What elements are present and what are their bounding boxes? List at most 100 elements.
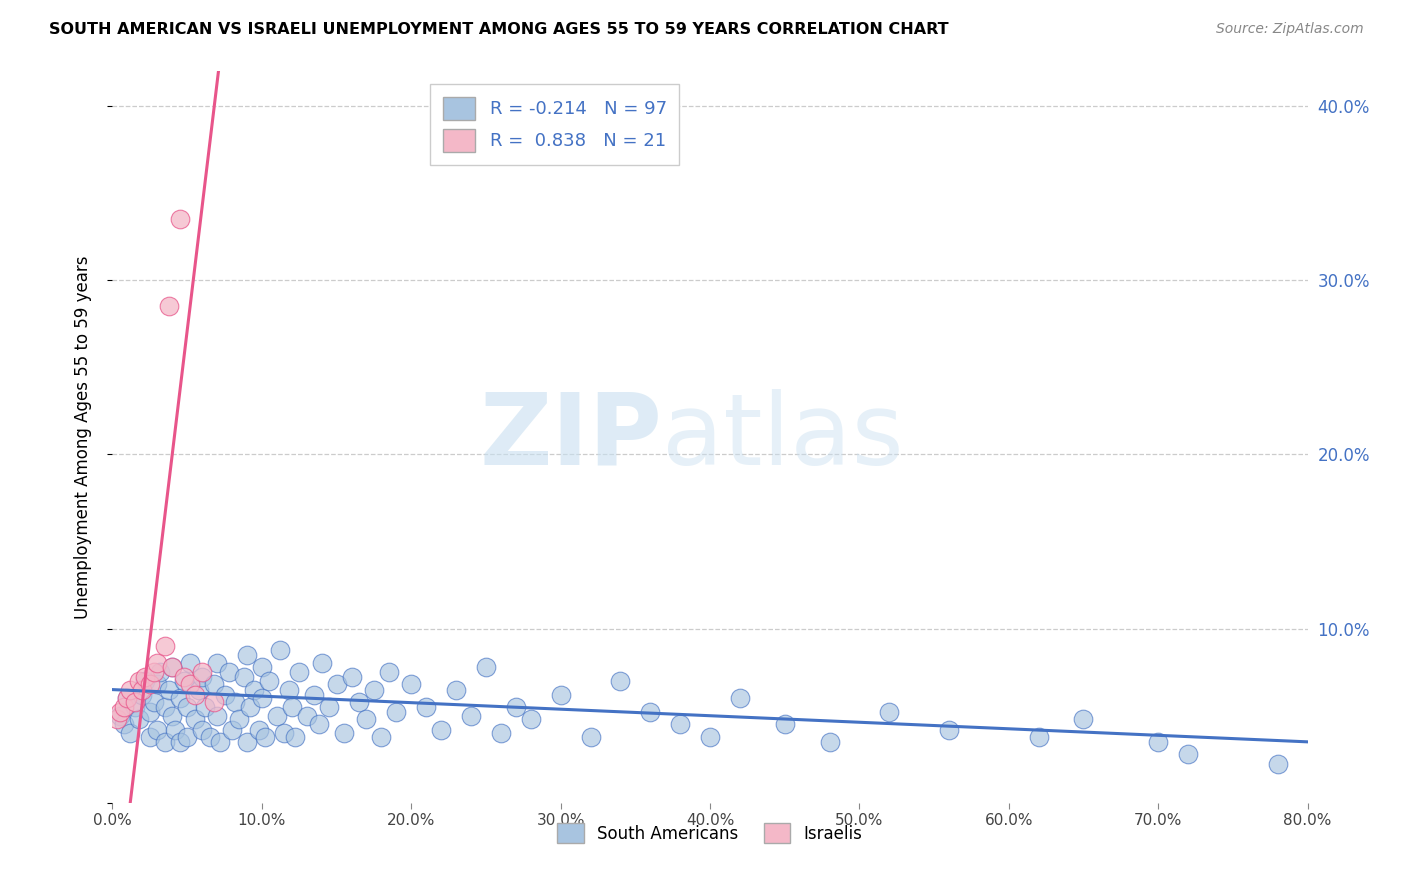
Point — [288, 665, 311, 680]
Point — [609, 673, 631, 688]
Point — [114, 700, 135, 714]
Point — [146, 723, 169, 737]
Point — [169, 735, 191, 749]
Point — [108, 708, 131, 723]
Point — [370, 730, 392, 744]
Point — [131, 682, 153, 697]
Text: SOUTH AMERICAN VS ISRAELI UNEMPLOYMENT AMONG AGES 55 TO 59 YEARS CORRELATION CHA: SOUTH AMERICAN VS ISRAELI UNEMPLOYMENT A… — [49, 22, 949, 37]
Text: atlas: atlas — [662, 389, 904, 485]
Point — [259, 673, 281, 688]
Point — [284, 730, 307, 744]
Point — [640, 705, 662, 719]
Point — [169, 691, 191, 706]
Point — [938, 723, 960, 737]
Point — [143, 665, 166, 680]
Point — [333, 726, 356, 740]
Point — [162, 660, 183, 674]
Point — [176, 700, 198, 714]
Point — [191, 665, 214, 680]
Point — [505, 700, 527, 714]
Point — [385, 705, 408, 719]
Point — [173, 670, 195, 684]
Point — [131, 688, 153, 702]
Point — [205, 708, 228, 723]
Point — [233, 670, 256, 684]
Point — [176, 730, 198, 744]
Point — [124, 695, 146, 709]
Point — [444, 682, 467, 697]
Point — [489, 726, 512, 740]
Point — [162, 660, 183, 674]
Point — [183, 688, 205, 702]
Point — [228, 712, 250, 726]
Point — [117, 691, 139, 706]
Point — [579, 730, 602, 744]
Point — [475, 660, 498, 674]
Point — [214, 688, 236, 702]
Point — [120, 682, 142, 697]
Point — [236, 735, 259, 749]
Point — [134, 670, 156, 684]
Point — [236, 648, 259, 662]
Point — [250, 691, 273, 706]
Point — [1267, 757, 1289, 772]
Point — [162, 708, 183, 723]
Point — [308, 717, 330, 731]
Point — [302, 688, 325, 702]
Point — [273, 726, 295, 740]
Point — [430, 723, 453, 737]
Point — [401, 677, 423, 691]
Point — [879, 705, 901, 719]
Point — [128, 673, 150, 688]
Point — [818, 735, 841, 749]
Point — [318, 700, 340, 714]
Point — [550, 688, 572, 702]
Point — [143, 695, 166, 709]
Point — [347, 695, 370, 709]
Point — [183, 712, 205, 726]
Point — [139, 677, 162, 691]
Point — [198, 730, 221, 744]
Point — [153, 639, 176, 653]
Point — [250, 660, 273, 674]
Point — [179, 657, 201, 671]
Point — [460, 708, 482, 723]
Y-axis label: Unemployment Among Ages 55 to 59 years: Unemployment Among Ages 55 to 59 years — [73, 255, 91, 619]
Point — [699, 730, 721, 744]
Point — [295, 708, 318, 723]
Point — [340, 670, 363, 684]
Point — [120, 726, 142, 740]
Point — [224, 695, 246, 709]
Point — [188, 682, 211, 697]
Point — [269, 642, 291, 657]
Point — [173, 673, 195, 688]
Point — [191, 670, 214, 684]
Point — [169, 212, 191, 227]
Point — [124, 700, 146, 714]
Point — [520, 712, 543, 726]
Point — [153, 700, 176, 714]
Point — [1147, 735, 1170, 749]
Point — [266, 708, 288, 723]
Point — [157, 682, 180, 697]
Point — [218, 665, 240, 680]
Point — [1028, 730, 1050, 744]
Point — [247, 723, 270, 737]
Point — [311, 657, 333, 671]
Point — [378, 665, 401, 680]
Point — [153, 735, 176, 749]
Point — [146, 677, 169, 691]
Point — [202, 695, 225, 709]
Point — [253, 730, 276, 744]
Point — [277, 682, 299, 697]
Point — [157, 300, 180, 314]
Point — [415, 700, 437, 714]
Point — [194, 700, 217, 714]
Point — [239, 700, 262, 714]
Point — [669, 717, 692, 731]
Point — [139, 730, 162, 744]
Point — [281, 700, 304, 714]
Point — [191, 723, 214, 737]
Point — [108, 705, 131, 719]
Point — [139, 705, 162, 719]
